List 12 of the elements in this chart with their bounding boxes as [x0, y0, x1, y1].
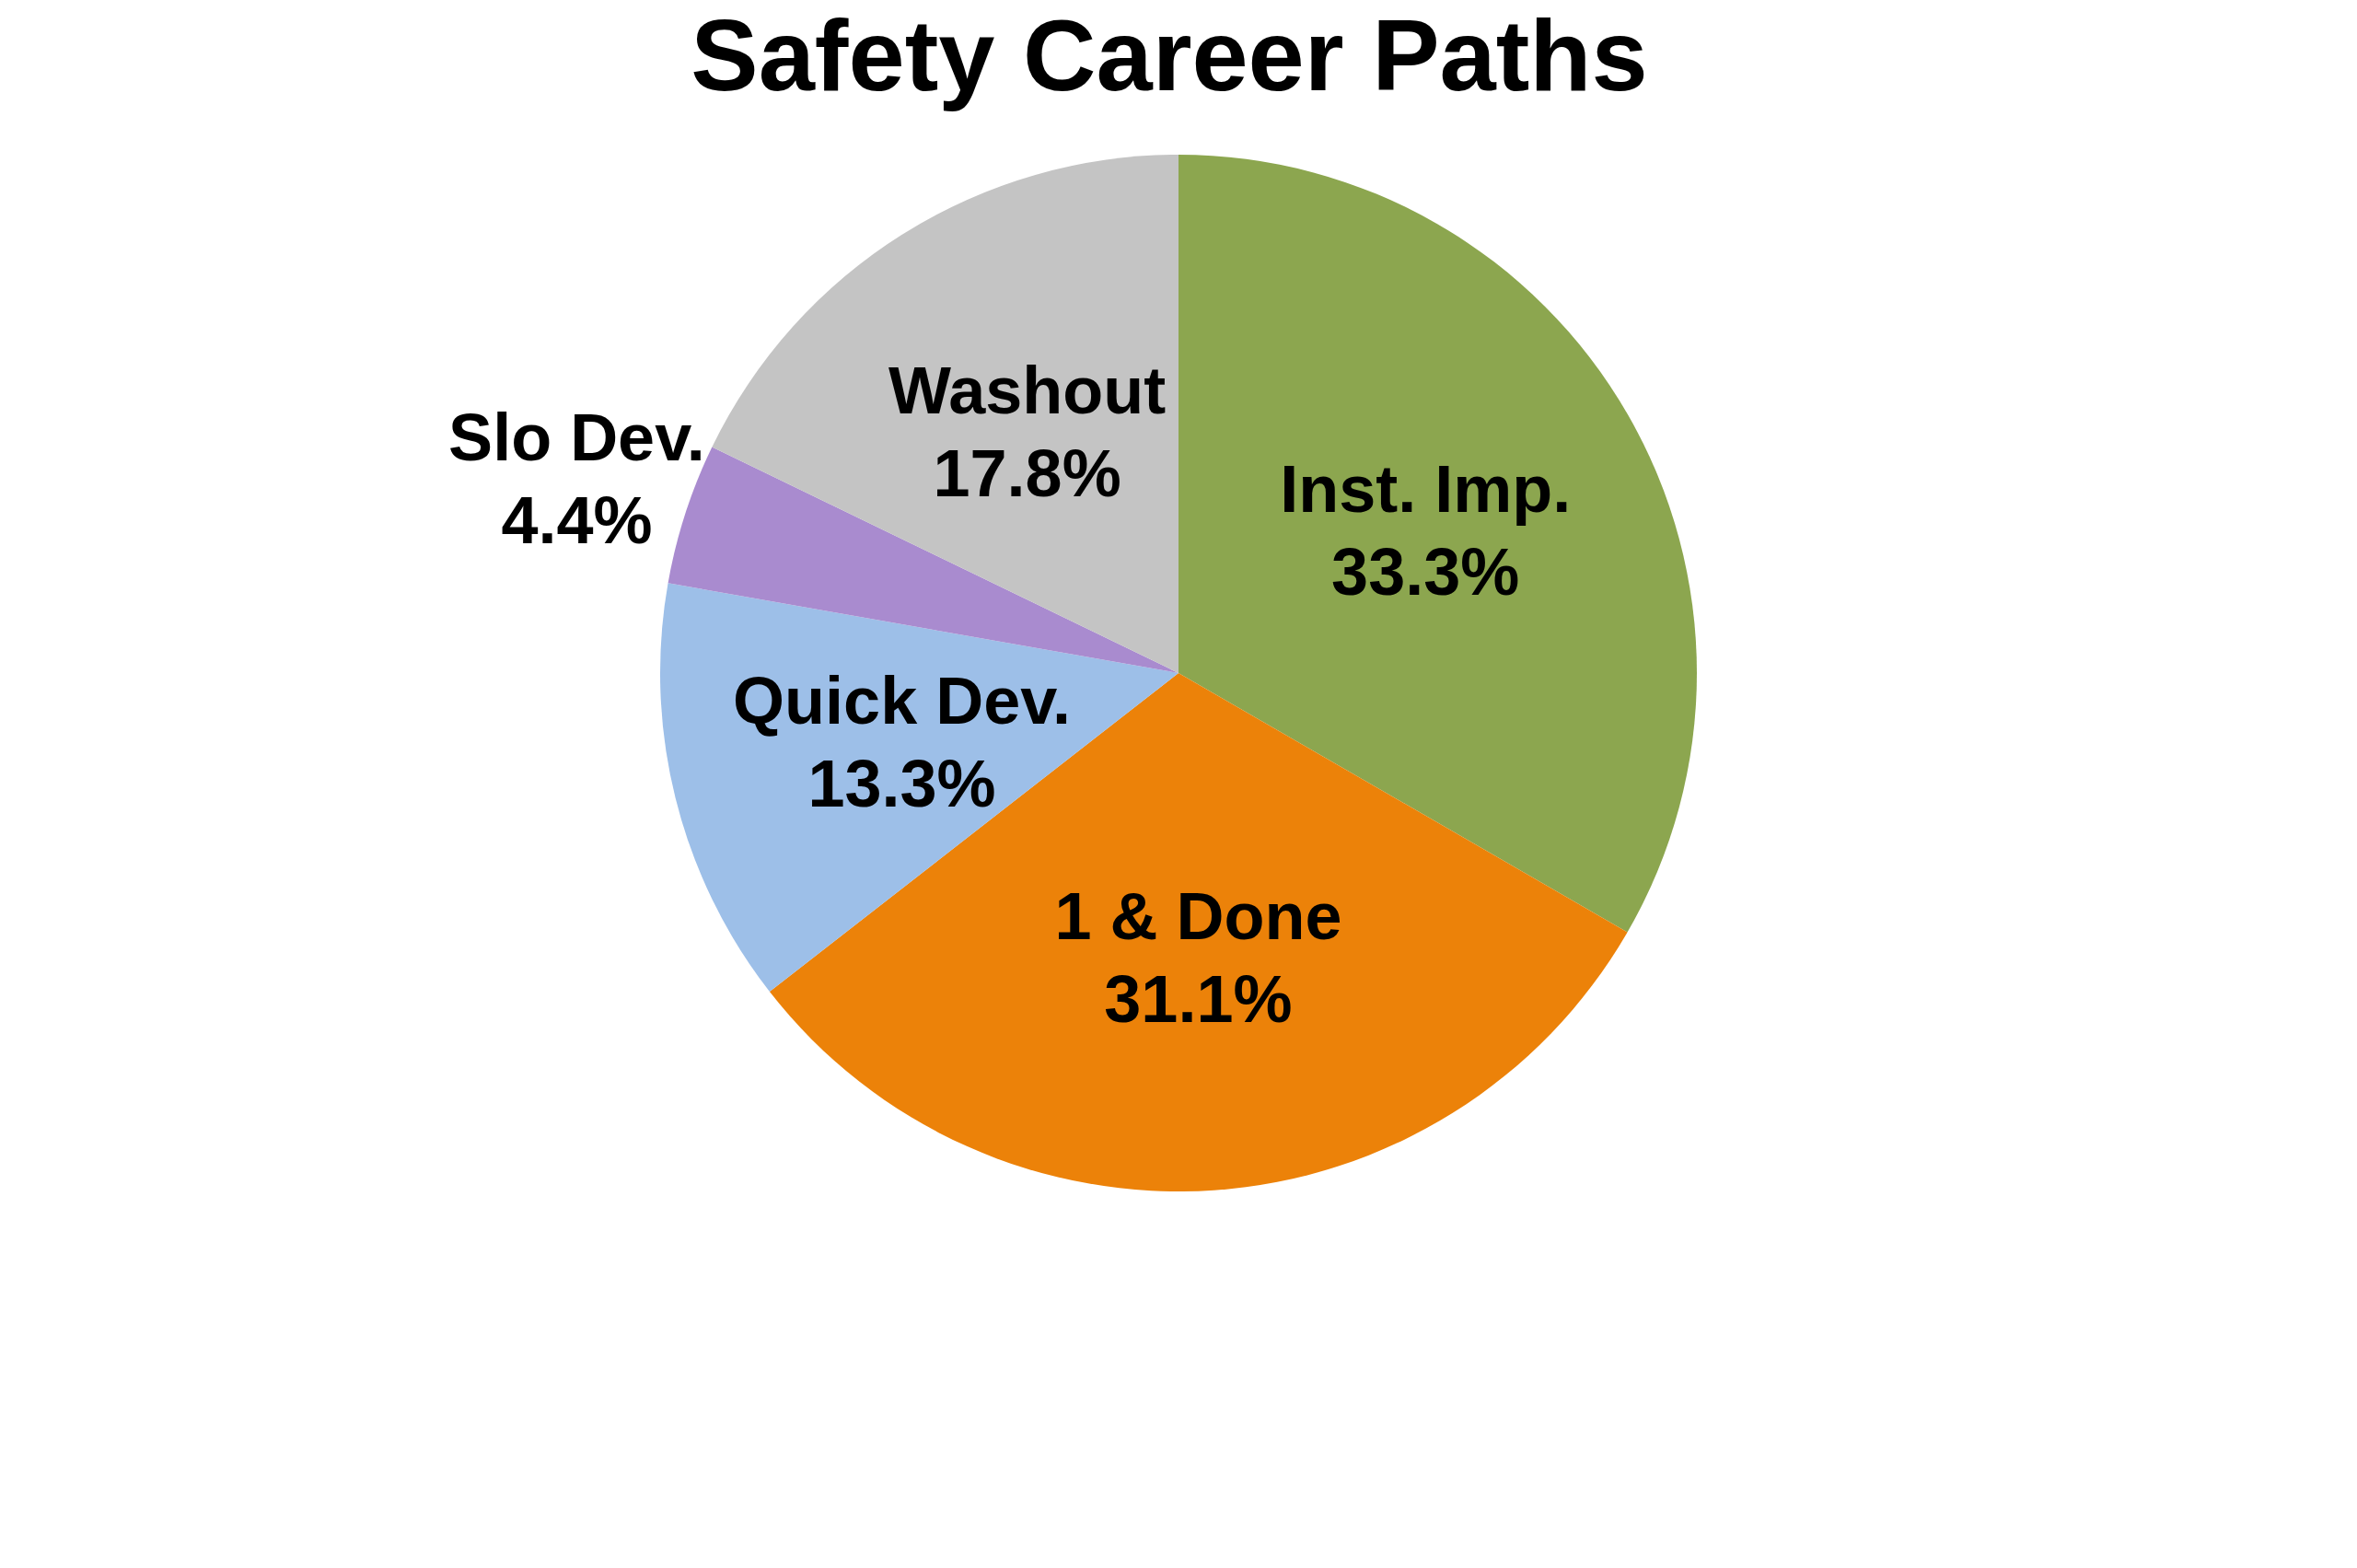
data-label: 4.4% [501, 482, 653, 557]
slice-label: Inst. Imp. [1280, 452, 1572, 527]
data-label: 17.8% [933, 436, 1121, 510]
data-label: 13.3% [807, 746, 996, 820]
slice-label: Slo Dev. [448, 400, 705, 474]
data-label: 31.1% [1104, 961, 1293, 1036]
pie-slice [712, 155, 1178, 673]
data-label: 33.3% [1331, 535, 1520, 610]
chart-title: Safety Career Paths [691, 0, 1648, 111]
slice-label: Washout [888, 353, 1167, 427]
slice-label: 1 & Done [1054, 878, 1342, 953]
slice-label: Quick Dev. [733, 663, 1071, 738]
